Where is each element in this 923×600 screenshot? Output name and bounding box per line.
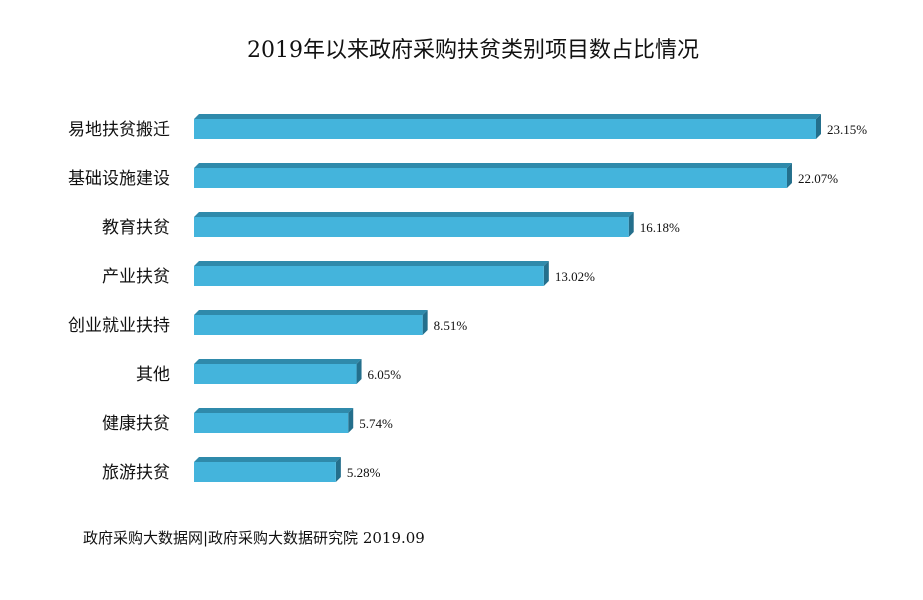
bar (194, 462, 336, 482)
category-label: 产业扶贫 (102, 267, 170, 287)
value-label: 22.07% (798, 171, 838, 186)
bar (194, 217, 629, 237)
value-label: 5.28% (347, 465, 381, 480)
bar-top-face (194, 212, 634, 217)
bar-side-face (628, 212, 634, 237)
bar-side-face (348, 408, 354, 433)
bar-side-face (335, 457, 341, 482)
bar (194, 168, 787, 188)
chart-title: 2019年以来政府采购扶贫类别项目数占比情况 (247, 38, 699, 63)
category-label: 易地扶贫搬迁 (68, 120, 170, 140)
category-label: 旅游扶贫 (102, 463, 170, 483)
bar (194, 119, 816, 139)
bar (194, 364, 357, 384)
bar-top-face (194, 310, 428, 315)
value-label: 5.74% (359, 416, 393, 431)
category-label: 创业就业扶持 (68, 316, 170, 336)
bar-side-face (786, 163, 792, 188)
bar-side-face (816, 114, 821, 139)
bar-side-face (422, 310, 428, 335)
value-label: 8.51% (434, 318, 468, 333)
bar (194, 266, 544, 286)
value-label: 6.05% (368, 367, 402, 382)
category-label: 健康扶贫 (102, 414, 170, 434)
value-label: 23.15% (827, 122, 867, 137)
bar-top-face (194, 408, 354, 413)
value-label: 16.18% (640, 220, 680, 235)
value-label: 13.02% (555, 269, 595, 284)
bar-top-face (194, 163, 792, 168)
bar (194, 413, 349, 433)
category-label: 教育扶贫 (102, 218, 170, 238)
category-label: 基础设施建设 (68, 169, 170, 189)
bar (194, 315, 423, 335)
bar-top-face (194, 261, 549, 266)
bars-group: 易地扶贫搬迁 23.15% 基础设施建设 22.07% 教育扶贫 16.18% 产业扶贫 13… (68, 114, 867, 483)
bar-top-face (194, 114, 821, 119)
bar-side-face (356, 359, 362, 384)
category-label: 其他 (136, 365, 170, 385)
bar-side-face (543, 261, 549, 286)
bar-top-face (194, 359, 362, 364)
bar-top-face (194, 457, 341, 462)
source-note: 政府采购大数据网|政府采购大数据研究院 2019.09 (83, 529, 425, 547)
